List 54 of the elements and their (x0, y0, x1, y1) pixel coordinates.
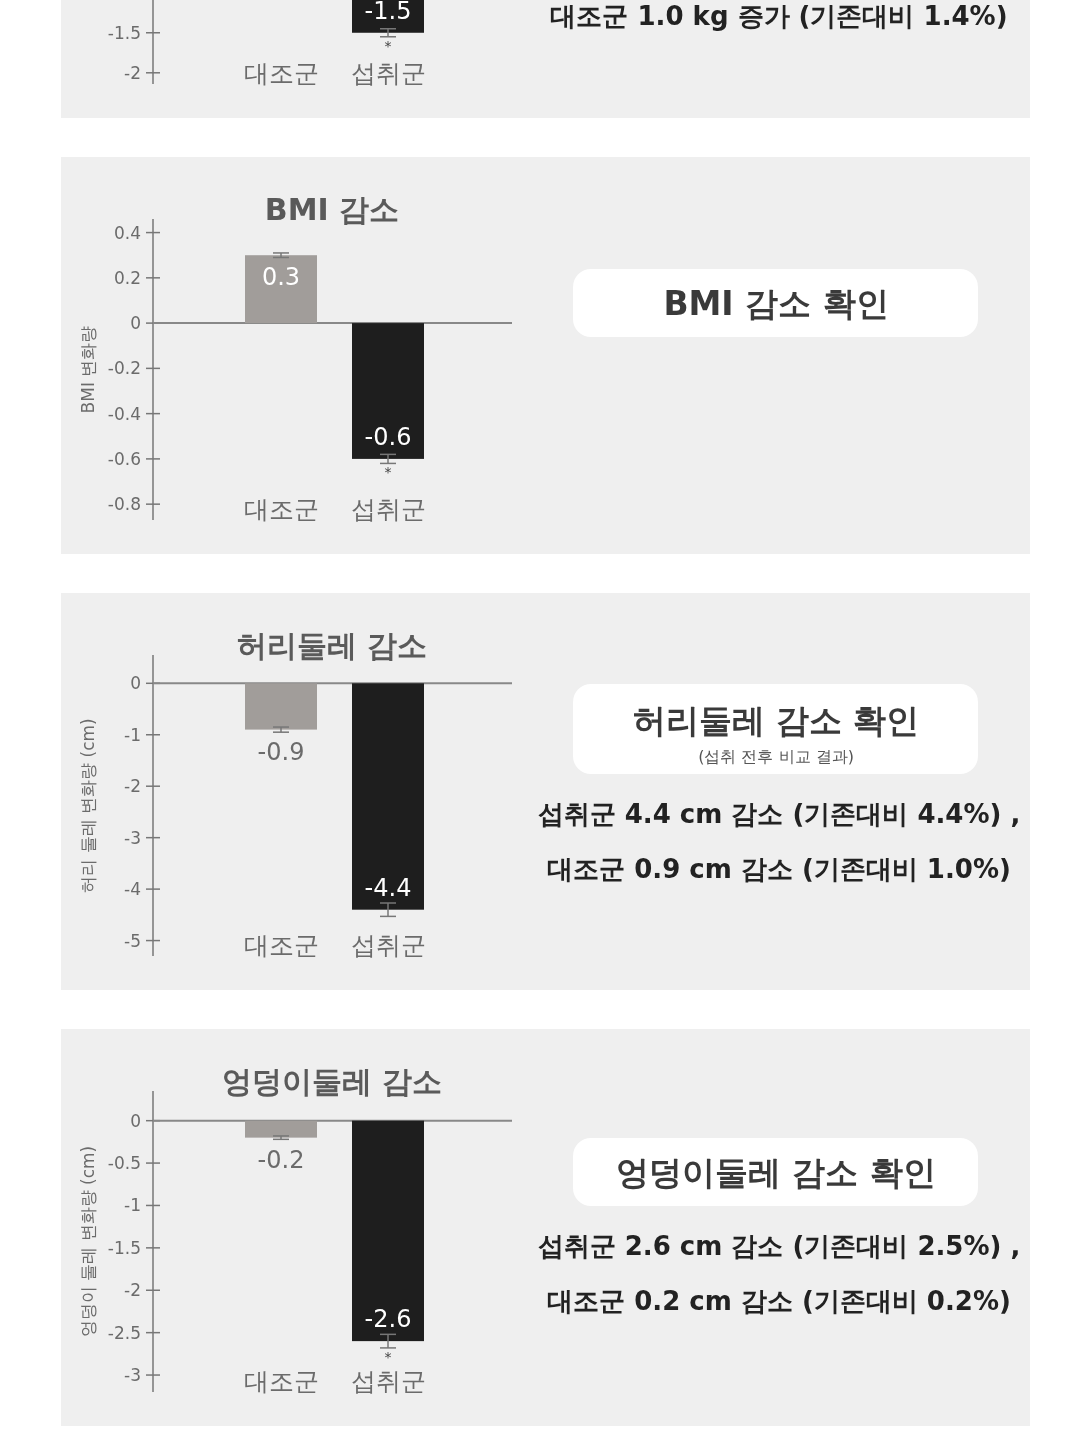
x-tick-label: 섭취군 (350, 58, 426, 88)
y-tick-label: 0 (130, 1110, 141, 1131)
y-tick-label: -0.2 (107, 358, 141, 379)
text: 엉덩이둘레 감소 확인 (616, 1152, 936, 1192)
x-tick-label: 섭취군 (350, 494, 426, 524)
y-tick-label: -3 (124, 827, 141, 848)
y-tick-label: -2 (124, 776, 141, 797)
annotation: * (384, 1348, 392, 1365)
y-tick-label: 0 (130, 673, 141, 694)
data-label: -2.6 (364, 1305, 412, 1334)
x-tick-label: 대조군 (243, 1366, 319, 1396)
y-tick-label: 0.2 (113, 267, 141, 288)
y-tick-label: -0.4 (107, 403, 141, 424)
y-tick-label: -0.5 (107, 1153, 141, 1174)
data-label: 0.3 (261, 263, 301, 292)
y-tick-label: -0.8 (107, 494, 141, 515)
y-tick-label: -2 (124, 1280, 141, 1301)
x-tick-label: 대조군 (243, 58, 319, 88)
text: 섭취군 4.4 cm 감소 (기존대비 4.4%) , (537, 799, 1021, 829)
text: BMI 감소 확인 (663, 283, 889, 323)
text: 대조군 1.0 kg 증가 (기존대비 1.4%) (550, 1, 1008, 31)
y-tick-label: -1.5 (107, 1237, 141, 1258)
y-tick-label: 0 (130, 313, 141, 334)
text: 대조군 0.9 cm 감소 (기존대비 1.0%) (547, 854, 1011, 884)
data-label: -0.2 (257, 1145, 305, 1174)
y-tick-label: -0.6 (107, 448, 141, 469)
y-axis-title: BMI 변화량 (78, 325, 98, 414)
x-tick-label: 섭취군 (350, 930, 426, 960)
y-tick-label: -4 (124, 879, 141, 900)
chart-title: BMI 감소 (264, 192, 400, 227)
x-tick-label: 섭취군 (350, 1366, 426, 1396)
y-tick-label: -5 (124, 930, 141, 951)
y-tick-label: -1 (124, 724, 141, 745)
y-axis-title: 엉덩이 둘레 변화량 (cm) (78, 1145, 98, 1338)
y-tick-label: -2.5 (107, 1322, 141, 1343)
text: 섭취군 2.6 cm 감소 (기존대비 2.5%) , (537, 1231, 1021, 1261)
chart-title: 엉덩이둘레 감소 (221, 1064, 443, 1099)
chart-title: 허리둘레 감소 (236, 628, 428, 663)
y-tick-label: 0.4 (113, 222, 141, 243)
y-tick-label: -3 (124, 1365, 141, 1386)
data-label: -1.5 (364, 0, 412, 25)
y-axis-title: 허리 둘레 변화량 (cm) (78, 718, 98, 893)
text: 대조군 0.2 cm 감소 (기존대비 0.2%) (547, 1286, 1011, 1316)
x-tick-label: 대조군 (243, 494, 319, 524)
y-tick-label: -2 (124, 62, 141, 83)
data-label: -4.4 (364, 873, 412, 902)
text: 허리둘레 감소 확인 (섭취 전후 비교 결과) (632, 700, 920, 766)
y-tick-label: -1 (124, 1195, 141, 1216)
x-tick-label: 대조군 (243, 930, 319, 960)
data-label: -0.9 (257, 737, 305, 766)
annotation: * (384, 464, 392, 481)
data-label: -0.6 (364, 422, 412, 451)
y-tick-label: -1.5 (107, 22, 141, 43)
annotation: * (384, 37, 392, 54)
